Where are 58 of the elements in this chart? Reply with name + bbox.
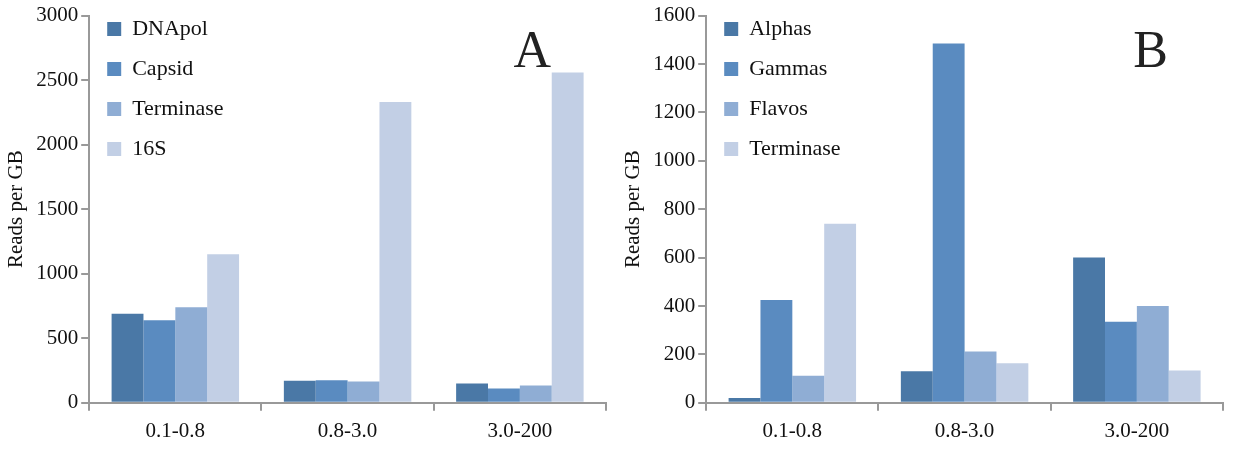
bar xyxy=(379,102,412,402)
bar xyxy=(900,371,933,402)
bar xyxy=(519,385,552,402)
y-tick-label: 500 xyxy=(46,324,79,349)
y-tick-label: 800 xyxy=(663,195,696,220)
bar xyxy=(728,397,761,402)
legend-label: Terminase xyxy=(749,134,841,160)
y-axis-title: Reads per GB xyxy=(620,150,645,269)
bar xyxy=(347,381,380,402)
y-tick-label: 400 xyxy=(663,292,696,317)
bar xyxy=(143,320,176,402)
x-tick-label: 0.8-3.0 xyxy=(317,417,378,442)
bar xyxy=(175,307,208,402)
y-tick-label: 0 xyxy=(684,389,696,414)
bar xyxy=(207,254,240,402)
bar xyxy=(964,351,997,402)
y-tick-label: 1600 xyxy=(653,2,696,27)
y-tick-label: 0 xyxy=(67,389,79,414)
bar xyxy=(488,388,520,402)
bar xyxy=(315,380,348,402)
annotation: A xyxy=(513,21,552,79)
bar xyxy=(111,313,144,402)
bar xyxy=(1168,370,1201,402)
y-tick-label: 3000 xyxy=(36,2,79,27)
y-tick-label: 2500 xyxy=(36,66,79,91)
y-tick-label: 1200 xyxy=(653,98,696,123)
y-tick-label: 2000 xyxy=(36,131,79,156)
legend-label: Capsid xyxy=(132,54,194,80)
legend-label: Alphas xyxy=(749,14,812,40)
bar xyxy=(760,299,793,402)
y-tick-label: 1400 xyxy=(653,50,696,75)
legend-label: DNApol xyxy=(132,14,208,40)
bar xyxy=(824,223,857,402)
x-tick-label: 0.1-0.8 xyxy=(145,417,206,442)
bar xyxy=(456,383,488,402)
x-tick-label: 3.0-200 xyxy=(1104,417,1170,442)
annotation: B xyxy=(1133,21,1168,79)
bar xyxy=(932,43,965,402)
bar xyxy=(996,363,1029,402)
x-tick-label: 3.0-200 xyxy=(487,417,553,442)
bar xyxy=(792,375,825,402)
bar xyxy=(283,380,316,402)
y-tick-label: 1000 xyxy=(653,147,696,172)
bar xyxy=(1136,306,1169,402)
x-tick-label: 0.8-3.0 xyxy=(934,417,995,442)
legend-label: 16S xyxy=(132,134,167,160)
y-tick-label: 200 xyxy=(663,340,696,365)
y-axis-title: Reads per GB xyxy=(3,150,28,269)
bar xyxy=(1073,257,1105,402)
y-tick-label: 1000 xyxy=(36,260,79,285)
y-tick-label: 1500 xyxy=(36,195,79,220)
legend-label: Gammas xyxy=(749,54,828,80)
legend-label: Flavos xyxy=(749,94,808,120)
bar xyxy=(551,72,584,402)
legend-label: Terminase xyxy=(132,94,224,120)
y-tick-label: 600 xyxy=(663,244,696,269)
x-tick-label: 0.1-0.8 xyxy=(762,417,823,442)
bar xyxy=(1105,321,1137,402)
